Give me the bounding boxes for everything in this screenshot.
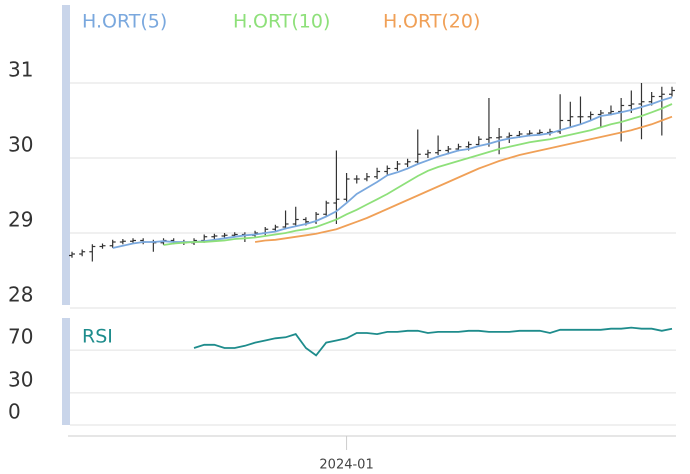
rsi-axis-bar [62, 318, 70, 425]
legend-label: RSI [82, 326, 113, 348]
legend-label: H.ORT(10) [233, 11, 330, 33]
y-tick-label: 29 [8, 208, 33, 232]
y-tick-label: 0 [8, 400, 21, 424]
line-series [163, 103, 673, 246]
legend-label: H.ORT(5) [82, 11, 167, 33]
y-tick-label: 70 [8, 325, 33, 349]
y-tick-label: 30 [8, 367, 33, 391]
line-series [254, 115, 673, 243]
legend-label: H.ORT(20) [383, 11, 480, 33]
y-tick-label: 31 [8, 58, 33, 82]
y-tick-label: 28 [8, 283, 33, 307]
y-tick-label: 30 [8, 133, 33, 157]
line-series [193, 326, 673, 357]
price-axis-bar [62, 5, 70, 305]
x-tick-label: 2024-01 [319, 458, 373, 473]
line-series [112, 96, 673, 249]
